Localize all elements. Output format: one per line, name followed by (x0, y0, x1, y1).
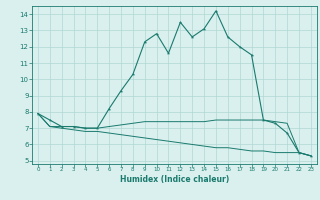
X-axis label: Humidex (Indice chaleur): Humidex (Indice chaleur) (120, 175, 229, 184)
